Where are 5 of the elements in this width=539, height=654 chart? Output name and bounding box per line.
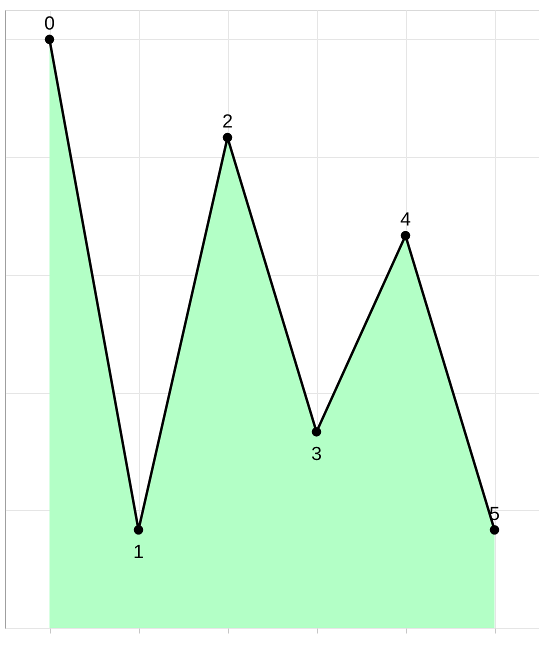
text: 1	[133, 542, 144, 563]
text: 3	[311, 444, 322, 465]
text: 0	[44, 13, 55, 34]
text: 2	[222, 112, 233, 133]
text: 4	[400, 210, 411, 231]
